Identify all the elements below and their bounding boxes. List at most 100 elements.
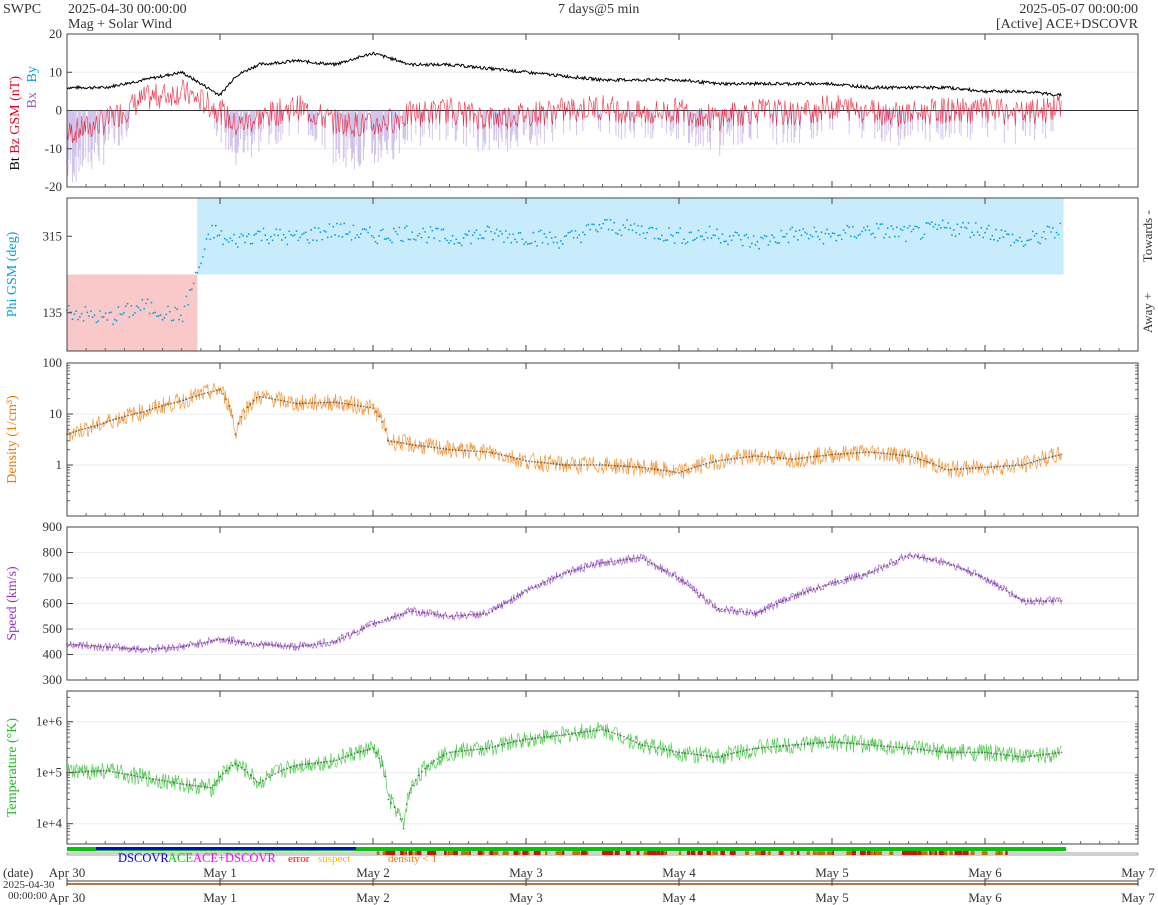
density-point	[503, 454, 506, 457]
phi-towards-shading	[753, 198, 756, 275]
phi-towards-shading	[230, 198, 233, 275]
phi-towards-shading	[200, 198, 203, 275]
density-point	[1011, 464, 1014, 467]
phi-point	[976, 231, 979, 233]
speed-point	[222, 638, 224, 641]
speed-point	[595, 563, 598, 566]
phi-towards-shading	[368, 198, 371, 275]
speed-point	[332, 641, 335, 643]
phi-point	[657, 237, 660, 240]
phi-towards-shading	[740, 198, 743, 275]
density-point	[421, 445, 423, 447]
phi-away-shading	[178, 274, 181, 351]
phi-towards-shading	[821, 198, 824, 275]
speed-point	[910, 554, 913, 557]
source-legend-ace: ACE	[168, 851, 193, 865]
density-point	[362, 405, 365, 408]
phi-away-shading	[71, 274, 74, 351]
speed-point	[81, 644, 84, 647]
density-point	[708, 461, 711, 464]
phi-away-shading	[137, 274, 140, 351]
phi-towards-shading	[997, 198, 1000, 275]
speed-point	[895, 559, 898, 562]
phi-point	[921, 236, 924, 239]
phi-point	[862, 226, 865, 229]
speed-point	[528, 588, 530, 591]
phi-towards-shading	[828, 198, 831, 275]
phi-towards-shading	[561, 198, 564, 275]
speed-point	[987, 578, 989, 581]
temperature-point	[779, 745, 781, 748]
density-point	[947, 468, 950, 471]
speed-point	[791, 595, 794, 598]
temperature-point	[696, 753, 699, 756]
mag-ytick-label: 0	[56, 103, 63, 118]
speed-point	[717, 607, 720, 610]
phi-point	[174, 306, 177, 309]
phi-point	[104, 312, 107, 315]
temperature-point	[684, 752, 687, 755]
phi-point	[262, 227, 265, 230]
speed-point	[956, 566, 959, 568]
phi-point	[326, 236, 329, 239]
phi-point	[86, 311, 89, 314]
temperature-point	[194, 784, 197, 787]
density-point	[757, 455, 760, 458]
phi-point	[798, 229, 801, 232]
temperature-point	[124, 773, 127, 775]
temperature-point	[317, 761, 319, 764]
density-point	[558, 463, 561, 466]
density-point	[225, 398, 228, 400]
phi-point	[453, 242, 456, 245]
x-tick-label-bottom: May 4	[662, 890, 696, 905]
density-point	[87, 426, 90, 429]
density-point	[821, 454, 824, 457]
phi-towards-shading	[737, 198, 740, 275]
phi-away-shading	[148, 274, 151, 351]
phi-towards-shading	[548, 198, 551, 275]
phi-towards-shading	[936, 198, 938, 275]
speed-point	[858, 574, 861, 577]
phi-point	[481, 237, 483, 240]
speed-point	[705, 599, 708, 601]
phi-point	[949, 227, 952, 230]
phi-point	[135, 305, 138, 308]
phi-towards-shading	[541, 198, 544, 275]
phi-away-shading	[193, 274, 196, 351]
speed-point	[1030, 600, 1032, 602]
phi-towards-shading	[351, 198, 354, 275]
density-point	[999, 465, 1002, 468]
phi-point	[978, 234, 981, 236]
speed-point	[730, 609, 732, 612]
speed-point	[873, 569, 876, 572]
temperature-point	[451, 751, 454, 753]
phi-towards-shading	[484, 198, 487, 275]
phi-point	[940, 227, 942, 229]
phi-point	[97, 320, 100, 323]
density-point	[782, 457, 784, 460]
phi-towards-shading	[493, 198, 496, 275]
phi-towards-shading	[495, 198, 498, 275]
phi-point	[967, 222, 970, 224]
speed-point	[99, 645, 102, 648]
phi-towards-shading	[346, 198, 349, 275]
phi-point	[216, 234, 219, 237]
phi-towards-shading	[1059, 198, 1062, 275]
phi-point	[908, 224, 911, 227]
phi-towards-shading	[787, 198, 790, 275]
speed-point	[794, 594, 797, 597]
density-point	[445, 448, 448, 451]
temperature-point	[834, 741, 836, 744]
speed-point	[916, 555, 919, 558]
phi-towards-shading	[227, 198, 230, 275]
phi-towards-shading	[460, 198, 463, 275]
phi-towards-shading	[1029, 198, 1032, 275]
temperature-point	[350, 753, 353, 756]
speed-point	[381, 619, 384, 622]
phi-point	[425, 241, 428, 244]
phi-towards-shading	[224, 198, 227, 275]
phi-point	[646, 231, 649, 234]
phi-towards-shading	[473, 198, 476, 275]
temperature-point	[821, 741, 824, 744]
phi-towards-shading	[556, 198, 559, 275]
